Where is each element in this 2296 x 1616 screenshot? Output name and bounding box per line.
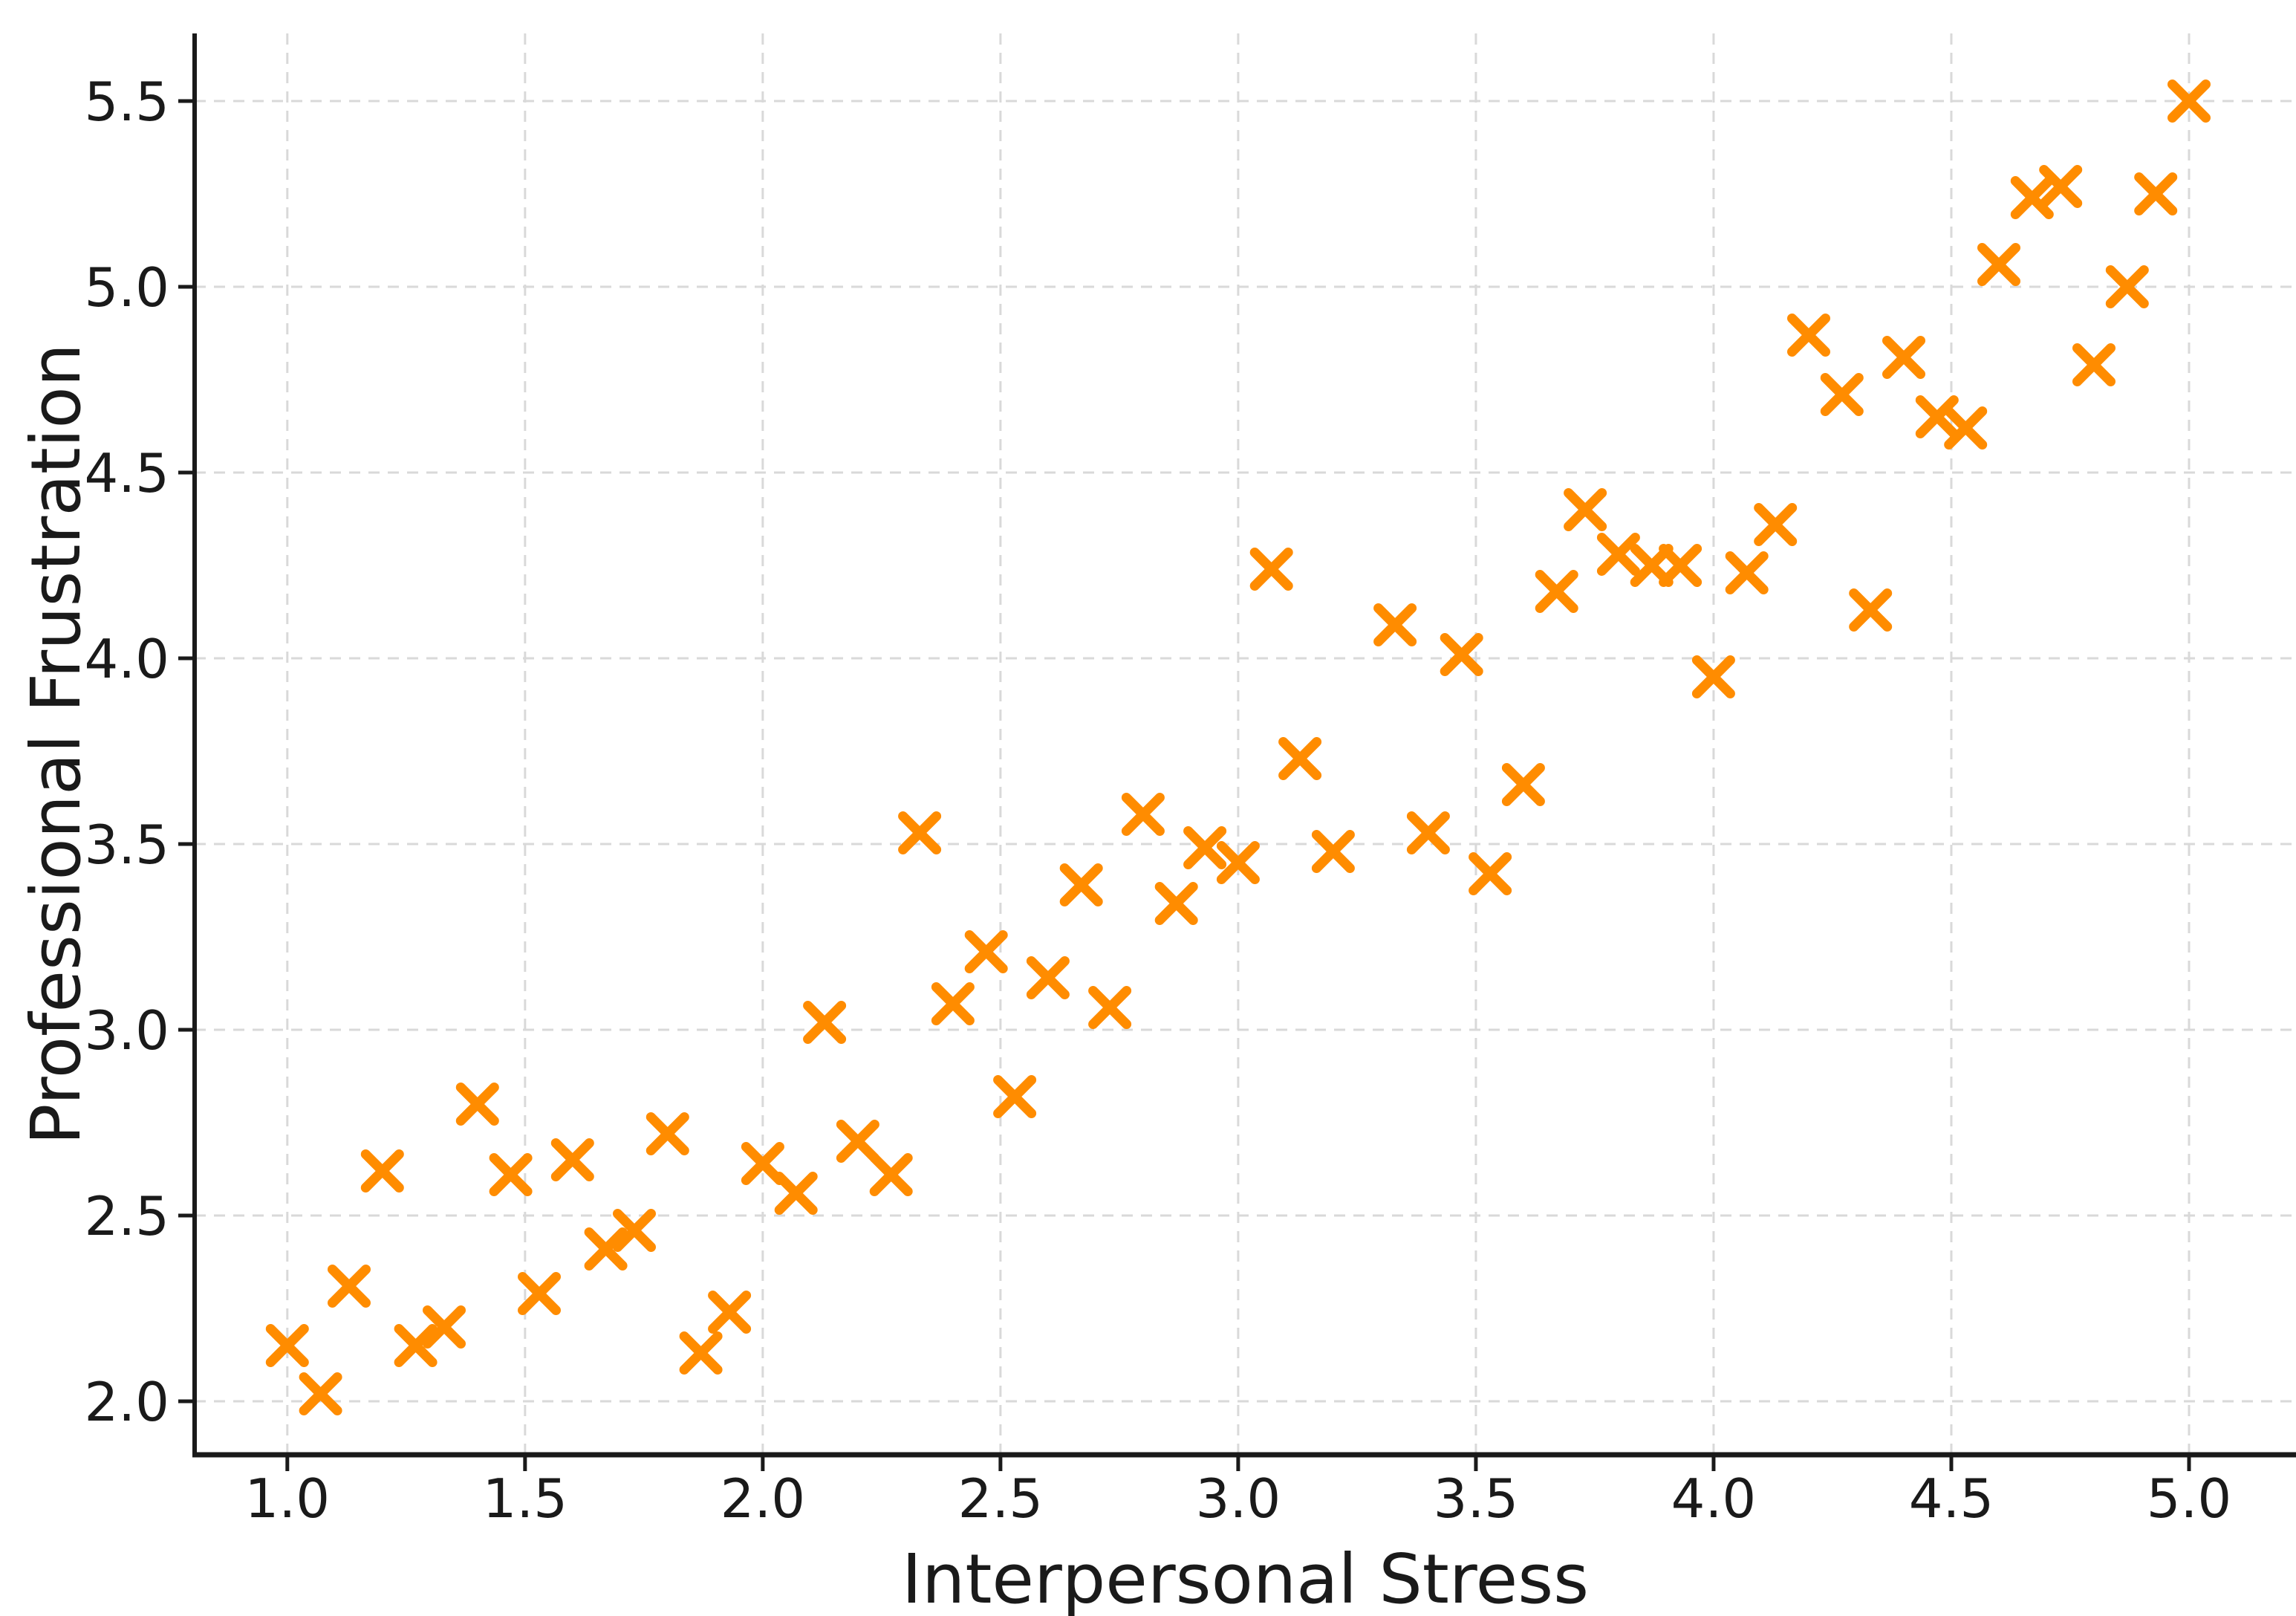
scatter-marker-x bbox=[645, 1112, 689, 1155]
x-tick-label: 3.0 bbox=[1196, 1467, 1281, 1530]
x-tick-label: 1.0 bbox=[245, 1467, 331, 1530]
scatter-marker-x bbox=[1406, 811, 1450, 854]
scatter-marker-x bbox=[518, 1272, 561, 1315]
y-tick-label: 2.5 bbox=[84, 1185, 169, 1247]
scatter-marker-x bbox=[993, 1075, 1037, 1118]
scatter-marker-x bbox=[1440, 633, 1483, 676]
scatter-marker-x bbox=[328, 1265, 371, 1308]
scatter-marker-x bbox=[869, 1153, 913, 1196]
x-tick-label: 1.5 bbox=[483, 1467, 568, 1530]
scatter-marker-x bbox=[1596, 533, 1640, 576]
y-axis-label-container: Professional Frustration bbox=[0, 33, 111, 1455]
axis-spines bbox=[192, 33, 2296, 1458]
scatter-marker-x bbox=[1501, 763, 1545, 806]
scatter-marker-x bbox=[550, 1138, 594, 1181]
y-tick-label: 3.5 bbox=[84, 814, 169, 876]
scatter-marker-x bbox=[1088, 986, 1132, 1029]
scatter-marker-x bbox=[1915, 395, 1959, 438]
x-tick-label: 4.5 bbox=[1909, 1467, 1994, 1530]
scatter-marker-x bbox=[1725, 551, 1769, 594]
scatter-marker-x bbox=[2134, 172, 2178, 215]
scatter-marker-x bbox=[708, 1291, 752, 1334]
scatter-marker-x bbox=[1535, 570, 1578, 613]
scatter-marker-x bbox=[1216, 841, 1260, 884]
scatter-marker-x bbox=[1469, 852, 1512, 895]
scatter-marker-x bbox=[679, 1331, 723, 1375]
scatter-marker-x bbox=[2010, 176, 2054, 219]
scatter-marker-x bbox=[1311, 830, 1355, 873]
scatter-marker-x bbox=[1754, 503, 1798, 546]
scatter-marker-x bbox=[1026, 956, 1070, 999]
scatter-marker-x bbox=[964, 930, 1008, 973]
y-tick-label: 5.0 bbox=[84, 256, 169, 319]
scatter-marker-x bbox=[1659, 544, 1703, 587]
scatter-marker-x bbox=[1787, 314, 1830, 357]
y-tick-label: 2.0 bbox=[84, 1371, 169, 1433]
y-axis-label: Professional Frustration bbox=[16, 343, 96, 1145]
scatter-marker-x bbox=[803, 1001, 847, 1044]
y-tick-label: 5.5 bbox=[84, 71, 169, 133]
y-tick-label: 3.0 bbox=[84, 999, 169, 1062]
tick-labels: 1.0 1.5 2.0 2.5 3.0 3.5 4.0 4.5 5.0 2.0 2.5 3.0 3.5 4… bbox=[84, 71, 2231, 1530]
scatter-marker-x bbox=[836, 1120, 879, 1163]
scatter-marker-x bbox=[898, 811, 942, 854]
scatter-marker-x bbox=[2105, 265, 2149, 308]
scatter-marker-x bbox=[774, 1172, 818, 1215]
scatter-marker-x bbox=[1564, 488, 1607, 531]
x-tick-label: 2.5 bbox=[958, 1467, 1044, 1530]
scatter-marker-x bbox=[1977, 243, 2020, 286]
x-tick-label: 4.0 bbox=[1671, 1467, 1757, 1530]
scatter-marker-x bbox=[2167, 79, 2211, 123]
scatter-marker-x bbox=[1849, 588, 1893, 632]
y-tick-label: 4.0 bbox=[84, 628, 169, 690]
scatter-marker-x bbox=[455, 1083, 499, 1126]
scatter-marker-x bbox=[931, 982, 975, 1025]
scatter-marker-x bbox=[1059, 863, 1103, 906]
scatter-marker-x bbox=[2039, 165, 2083, 208]
scatter-marker-x bbox=[1183, 826, 1227, 869]
x-tick-label: 3.5 bbox=[1434, 1467, 1519, 1530]
x-tick-label: 2.0 bbox=[721, 1467, 806, 1530]
scatter-marker-x bbox=[394, 1324, 438, 1367]
scatter-marker-x bbox=[1278, 737, 1322, 780]
axis-ticks bbox=[178, 99, 2191, 1471]
scatter-marker-x bbox=[1249, 548, 1293, 591]
x-tick-label: 5.0 bbox=[2147, 1467, 2232, 1530]
scatter-marker-x bbox=[1121, 793, 1165, 836]
gridlines bbox=[195, 33, 2296, 1455]
scatter-marker-x bbox=[1373, 603, 1417, 646]
scatter-marker-x bbox=[1154, 882, 1198, 925]
scatter-marker-x bbox=[265, 1324, 309, 1367]
scatter-marker-x bbox=[423, 1305, 466, 1349]
scatter-marker-x bbox=[584, 1227, 628, 1271]
scatter-marker-x bbox=[360, 1149, 404, 1192]
y-tick-label: 4.5 bbox=[84, 442, 169, 504]
scatter-marker-x bbox=[1944, 406, 1988, 450]
scatter-marker-x bbox=[299, 1372, 342, 1415]
scatter-marker-x bbox=[489, 1153, 533, 1196]
scatter-marker-x bbox=[1820, 373, 1864, 416]
scatter-marker-x bbox=[741, 1142, 784, 1185]
scatter-marker-x bbox=[1882, 336, 1925, 379]
scatter-points bbox=[265, 79, 2211, 1415]
scatter-marker-x bbox=[613, 1209, 656, 1252]
x-axis-label: Interpersonal Stress bbox=[901, 1539, 1590, 1616]
scatter-marker-x bbox=[2072, 343, 2115, 386]
scatter-marker-x bbox=[1691, 655, 1735, 698]
